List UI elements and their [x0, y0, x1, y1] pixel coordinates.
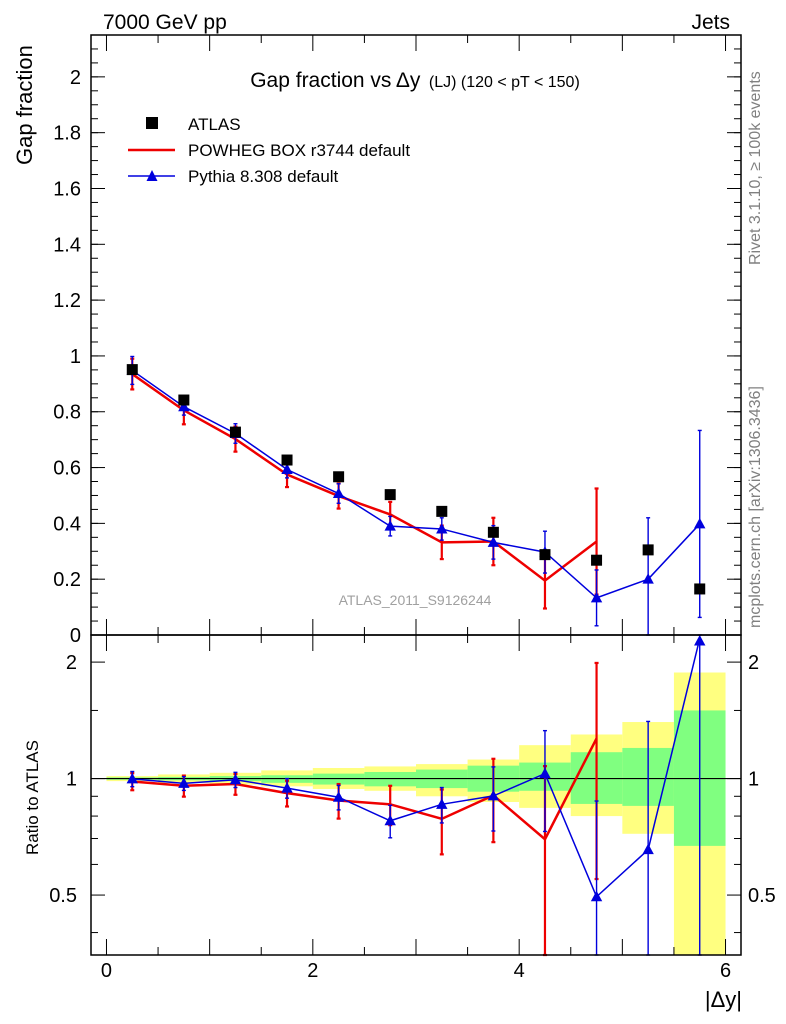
ratio-y-tick-label-right: 2	[748, 652, 759, 674]
plot-title: Gap fraction vs Δy (LJ) (120 < pT < 150)	[250, 69, 580, 92]
pythia-ratio-marker	[178, 777, 190, 788]
ratio-y-axis-title: Ratio to ATLAS	[23, 740, 42, 855]
atlas-data-marker	[126, 364, 138, 376]
powheg-line	[131, 373, 598, 583]
x-axis-title: |Δy|	[705, 987, 742, 1012]
pythia-ratio-marker	[281, 782, 293, 793]
pythia-marker	[332, 487, 345, 499]
pythia-ratio-marker	[694, 635, 706, 646]
plot-title-main: Gap fraction vs	[250, 69, 391, 92]
pythia-marker	[281, 463, 293, 475]
pythia-marker	[642, 573, 654, 584]
pythia-line	[131, 369, 701, 599]
main-y-tick-label: 2	[70, 67, 81, 89]
ratio-y-tick-label-right: 1	[748, 769, 759, 791]
pythia-marker	[178, 400, 190, 412]
legend-marker-pythia	[146, 170, 158, 181]
mcplots-credit-label: mcplots.cern.ch [arXiv:1306.3436]	[747, 386, 764, 628]
ratio-plot-area: 0 2 4 6 0.5 0.5 1 1 2 2	[49, 634, 776, 982]
main-y-tick-label: 0	[70, 625, 81, 647]
pythia-marker	[384, 520, 396, 531]
pythia-marker	[590, 591, 603, 603]
atlas-data-marker	[591, 554, 603, 566]
main-y-axis-title: Gap fraction	[12, 45, 37, 165]
ratio-x-tick-label: 0	[101, 960, 112, 982]
analysis-watermark: ATLAS_2011_S9126244	[339, 592, 492, 608]
header-process-label: Jets	[691, 11, 730, 34]
pythia-ratio-marker	[126, 772, 138, 784]
legend-marker-atlas	[146, 117, 158, 129]
legend: ATLAS POWHEG BOX r3744 default Pythia 8.…	[128, 115, 410, 186]
pythia-marker	[487, 536, 500, 547]
legend-label-pythia: Pythia 8.308 default	[188, 167, 339, 186]
atlas-data-marker	[229, 426, 241, 438]
atlas-data-marker	[333, 471, 345, 483]
pythia-ratio-marker	[436, 798, 448, 809]
header-energy-label: 7000 GeV pp	[103, 11, 227, 34]
ratio-x-tick-label: 2	[307, 960, 318, 982]
pythia-ratio-marker	[539, 767, 551, 779]
main-y-tick-label: 1.6	[53, 178, 81, 200]
plot-title-delta: Δy	[396, 69, 421, 92]
pythia-ratio-marker	[487, 789, 500, 801]
pythia-ratio-marker	[590, 890, 603, 902]
pythia-ratio-line	[132, 638, 701, 899]
pythia-ratio-marker	[642, 843, 654, 855]
main-plot-area: 0 0.2 0.4 0.6 0.8 1 1.2 1.4 1.6 1.8 2	[53, 34, 741, 647]
pythia-ratio-marker	[229, 773, 242, 785]
atlas-data-marker	[384, 489, 396, 501]
main-y-tick-label: 1.2	[53, 290, 81, 312]
rivet-version-label: Rivet 3.1.10, ≥ 100k events	[747, 71, 764, 265]
main-y-tick-label: 1	[70, 346, 81, 368]
atlas-data-marker	[436, 505, 448, 517]
ratio-plot-frame	[90, 634, 742, 956]
main-y-tick-label: 0.4	[53, 513, 81, 535]
ratio-y-tick-label-left: 0.5	[49, 885, 77, 907]
legend-label-powheg: POWHEG BOX r3744 default	[188, 141, 410, 160]
main-y-tick-label: 0.6	[53, 458, 81, 480]
pythia-ratio-marker	[384, 814, 396, 826]
plot-title-selection: (LJ) (120 < pT < 150)	[429, 74, 580, 91]
ratio-y-tick-label-left: 2	[66, 652, 77, 674]
atlas-data-marker	[642, 544, 654, 556]
pythia-marker	[694, 517, 706, 529]
main-y-tick-label: 0.2	[53, 569, 81, 591]
ratio-y-tick-label-right: 0.5	[748, 885, 776, 907]
main-y-tick-label: 1.4	[53, 234, 81, 256]
pythia-ratio-marker	[332, 791, 345, 802]
ratio-x-tick-label: 6	[720, 960, 731, 982]
main-y-tick-label: 0.8	[53, 402, 81, 424]
ratio-y-tick-label-left: 1	[66, 769, 77, 791]
atlas-data-marker	[694, 583, 706, 595]
atlas-data-marker	[539, 549, 551, 561]
powheg-ratio-line	[132, 737, 598, 842]
pythia-marker	[436, 522, 448, 534]
legend-label-atlas: ATLAS	[188, 115, 241, 134]
atlas-data-marker	[281, 454, 293, 466]
atlas-data-marker	[487, 526, 499, 538]
main-y-tick-label: 1.8	[53, 123, 81, 145]
atlas-data-marker	[178, 394, 190, 406]
ratio-x-tick-label: 4	[514, 960, 525, 982]
